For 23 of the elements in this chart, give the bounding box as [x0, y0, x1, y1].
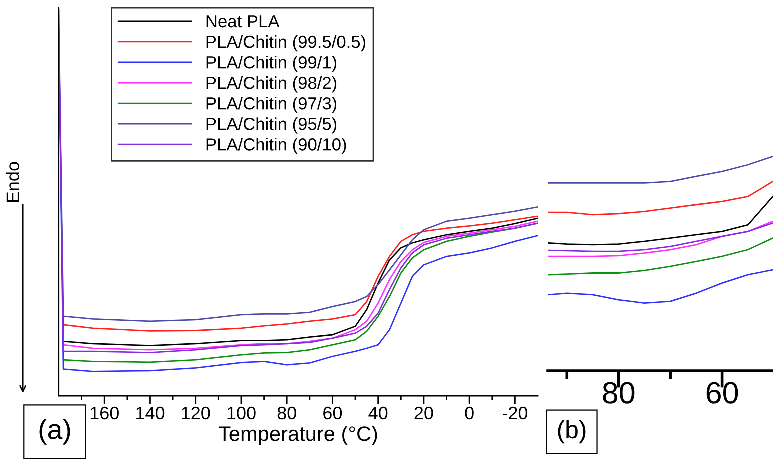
x-tick-label: -20 — [502, 406, 528, 420]
legend-label: PLA/Chitin (99/1) — [206, 56, 337, 72]
legend-label: PLA/Chitin (97/3) — [206, 97, 337, 114]
x-tick-label: 80 — [278, 406, 296, 420]
legend-label: PLA/Chitin (90/10) — [206, 138, 346, 154]
x-tick-label: 40 — [368, 406, 388, 420]
x-tick-label: 160 — [90, 406, 119, 420]
x-axis-title: Temperature (°C) — [218, 426, 378, 446]
x-tick-label: 120 — [182, 406, 210, 420]
x-tick-label: 80 — [603, 382, 635, 404]
x-tick-label: 20 — [414, 406, 434, 420]
legend-label: PLA/Chitin (98/2) — [206, 76, 337, 93]
legend-label: PLA/Chitin (95/5) — [206, 118, 337, 134]
x-tick-label: 140 — [136, 406, 165, 420]
x-tick-label: 0 — [465, 406, 474, 420]
x-tick-label: 100 — [228, 406, 256, 420]
legend-label: PLA/Chitin (99.5/0.5) — [206, 35, 366, 52]
text: (a) — [40, 419, 70, 445]
text: (b) — [558, 420, 586, 444]
legend-label: Neat PLA — [206, 16, 280, 28]
x-tick-label: 60 — [706, 382, 738, 404]
y-axis-title: Endo — [6, 162, 20, 202]
x-tick-label: 60 — [324, 406, 342, 420]
